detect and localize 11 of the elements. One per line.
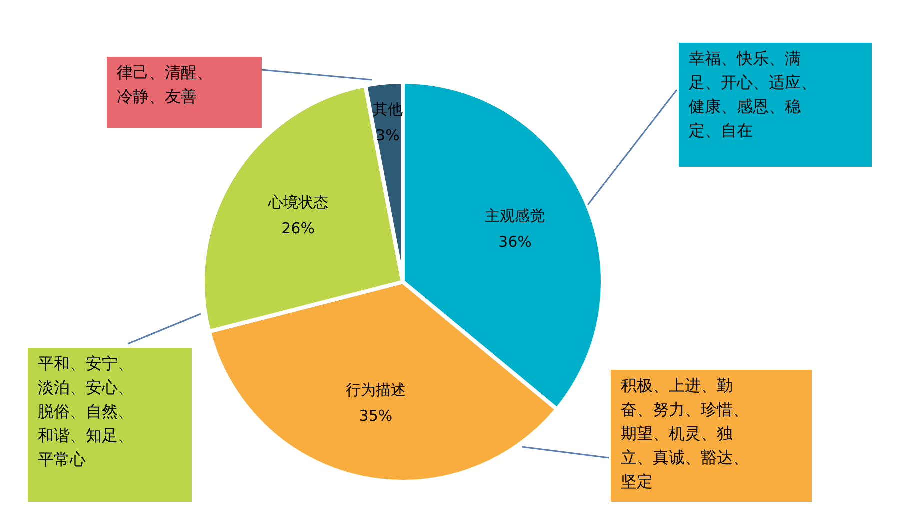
data-label: 36% [498,233,532,252]
data-label: 35% [359,407,393,426]
data-label: 26% [282,220,315,238]
text: 积极、上进、勤奋、努力、珍惜、期望、机灵、独立、真诚、豁达、坚定 [621,376,749,491]
text: 平和、安宁、淡泊、安心、脱俗、自然、和谐、知足、平常心 [38,354,134,469]
data-label: 3% [376,126,400,145]
slice-label: 主观感觉 [485,207,546,226]
slice-label: 心境状态 [267,194,328,212]
text: 律己、清醒、冷静、友善 [117,63,213,106]
text: 幸福、快乐、满足、开心、适应、健康、感恩、稳定、自在 [689,49,817,140]
slice-label: 行为描述 [346,381,406,400]
